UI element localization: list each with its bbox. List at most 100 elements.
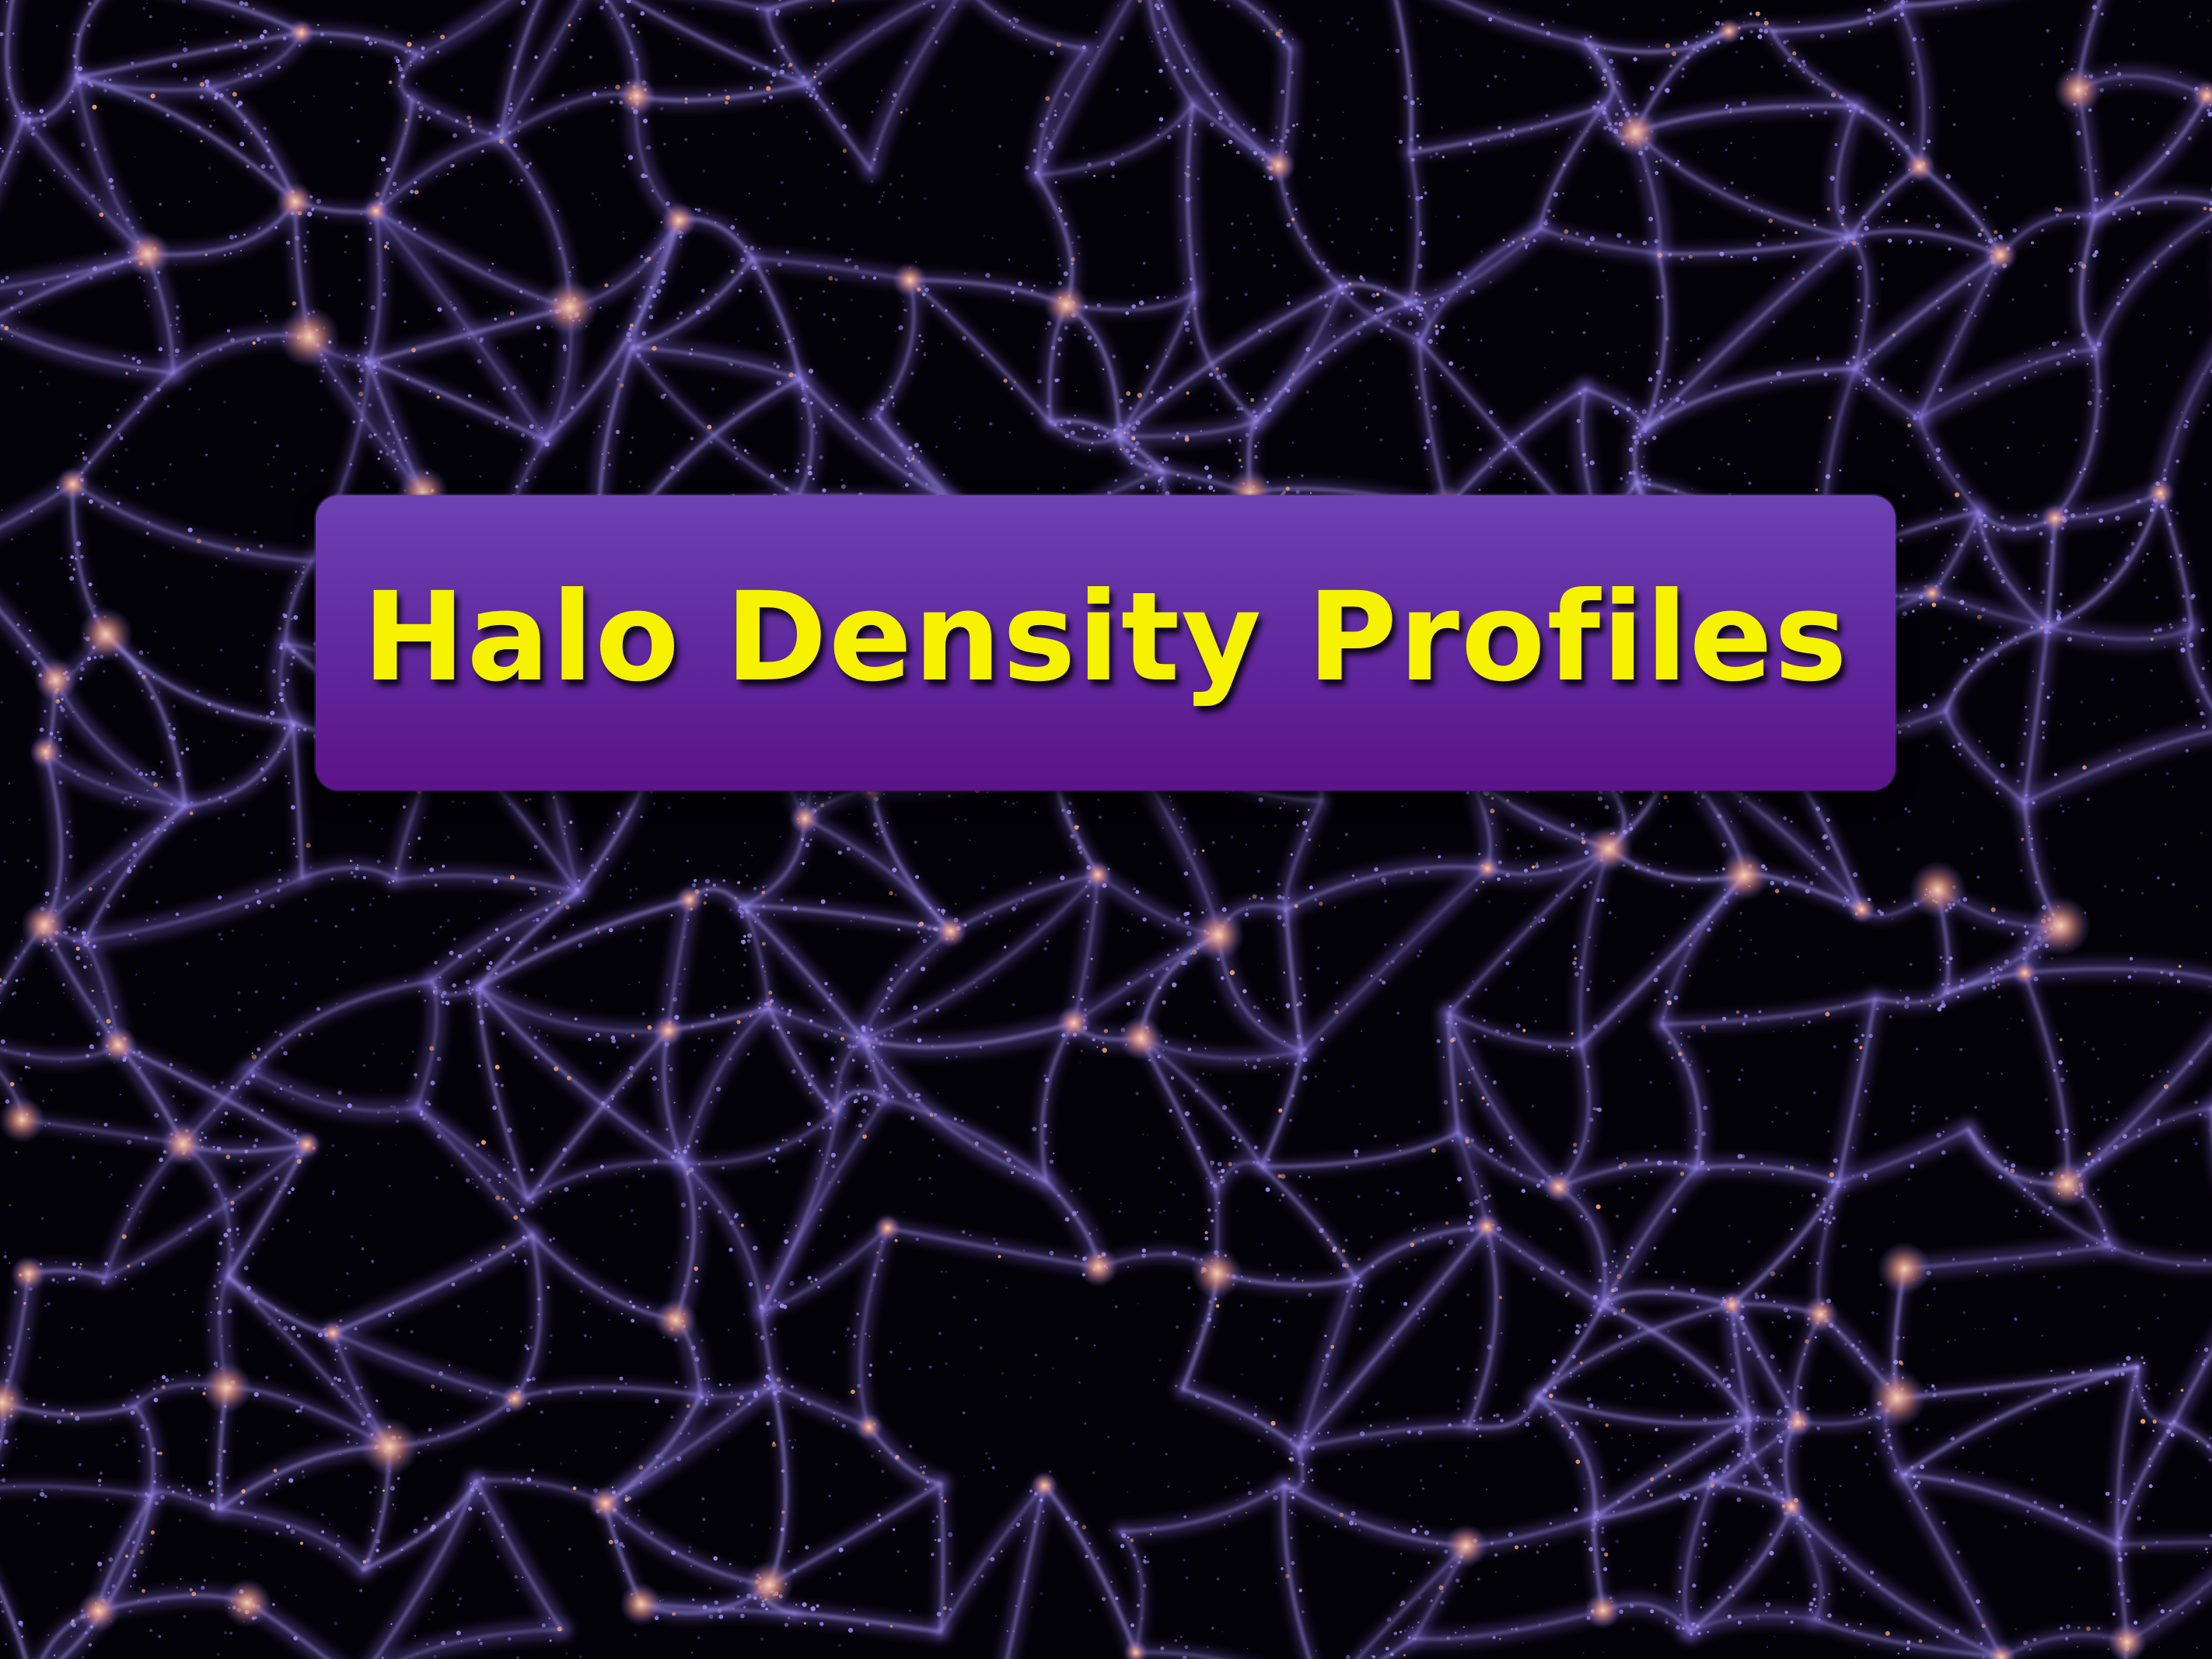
web-particle: [396, 459, 399, 462]
web-particle: [486, 965, 491, 970]
web-particle: [1282, 491, 1286, 494]
web-particle: [764, 65, 769, 70]
web-particle: [1218, 115, 1223, 120]
web-particle: [90, 84, 94, 88]
web-particle: [1131, 436, 1136, 441]
web-particle: [89, 964, 93, 966]
web-particle: [1696, 41, 1698, 44]
web-particle: [1612, 405, 1616, 409]
web-particle: [1947, 983, 1950, 986]
web-particle: [641, 331, 646, 336]
web-filament: [1298, 1277, 1357, 1450]
web-particle: [773, 49, 777, 53]
web-particle: [1889, 141, 1893, 145]
web-particle: [1604, 107, 1606, 110]
web-particle: [666, 338, 669, 341]
web-particle: [544, 908, 549, 912]
web-particle: [2116, 295, 2119, 299]
web-filament: [1579, 847, 1610, 1046]
web-particle: [290, 592, 293, 595]
web-particle: [1968, 283, 1971, 286]
web-particle: [260, 767, 264, 771]
web-particle: [1861, 234, 1864, 238]
web-particle: [1850, 241, 1853, 243]
web-particle: [801, 397, 806, 403]
web-particle: [494, 972, 498, 975]
web-particle: [259, 34, 265, 40]
web-particle: [396, 58, 400, 64]
web-particle: [1221, 372, 1227, 379]
web-particle: [2158, 627, 2162, 632]
web-particle: [1410, 308, 1414, 311]
web-particle: [841, 124, 847, 129]
web-particle: [611, 1039, 617, 1044]
web-particle: [75, 66, 78, 69]
web-particle: [1049, 145, 1054, 149]
web-particle: [2095, 348, 2098, 351]
web-particle: [1305, 829, 1309, 832]
web-particle: [174, 1118, 178, 1122]
web-particle: [862, 1134, 867, 1139]
web-particle: [1011, 906, 1016, 911]
web-filament: [1447, 1012, 1560, 1189]
web-particle: [106, 903, 110, 909]
web-filament: [1447, 1011, 1460, 1135]
web-particle: [1887, 119, 1890, 122]
web-particle: [1892, 333, 1896, 337]
web-particle: [761, 890, 766, 895]
web-particle: [893, 456, 895, 458]
web-particle: [865, 1038, 869, 1043]
web-particle: [128, 933, 132, 937]
web-particle: [5, 275, 9, 280]
web-particle: [2200, 683, 2205, 689]
web-particle: [1440, 374, 1442, 377]
web-particle: [137, 410, 140, 414]
web-filament: [416, 0, 508, 56]
web-particle: [1681, 400, 1686, 405]
web-particle: [172, 822, 174, 824]
web-particle: [648, 305, 652, 309]
web-particle: [1665, 88, 1670, 93]
web-filament: [1557, 1161, 1698, 1189]
web-particle: [1123, 431, 1127, 435]
web-particle: [292, 301, 296, 306]
web-particle: [2042, 735, 2046, 740]
web-particle: [776, 380, 781, 386]
web-particle: [1928, 1004, 1931, 1008]
web-particle: [1043, 1123, 1047, 1128]
web-particle: [1504, 438, 1506, 442]
web-particle: [1553, 215, 1555, 218]
web-particle: [2127, 185, 2130, 187]
web-filament: [1181, 1387, 1301, 1451]
web-particle: [1604, 47, 1606, 50]
web-particle: [773, 361, 777, 365]
web-particle: [604, 86, 606, 89]
web-particle: [1455, 291, 1459, 293]
web-particle: [1416, 97, 1420, 100]
web-particle: [1433, 307, 1436, 310]
web-particle: [1157, 1055, 1161, 1059]
web-particle: [418, 106, 425, 111]
web-particle: [199, 95, 204, 100]
web-particle: [907, 457, 909, 460]
web-particle: [144, 1136, 148, 1140]
web-particle: [1806, 107, 1809, 110]
web-particle: [1922, 146, 1926, 150]
web-particle: [2175, 426, 2179, 429]
web-particle: [493, 878, 498, 884]
web-particle: [1811, 854, 1814, 857]
web-filament: [1116, 434, 1165, 473]
web-particle: [455, 119, 459, 123]
web-particle: [477, 1005, 480, 1008]
web-particle: [282, 36, 287, 40]
web-particle: [771, 1025, 775, 1029]
web-particle: [668, 1080, 670, 1082]
web-particle: [1576, 418, 1581, 423]
web-particle: [103, 252, 107, 255]
web-particle: [694, 1266, 698, 1271]
web-particle: [1482, 881, 1485, 884]
web-particle: [1653, 1246, 1657, 1250]
web-filament: [416, 1106, 529, 1201]
web-particle: [1418, 294, 1421, 296]
web-particle: [229, 252, 232, 255]
